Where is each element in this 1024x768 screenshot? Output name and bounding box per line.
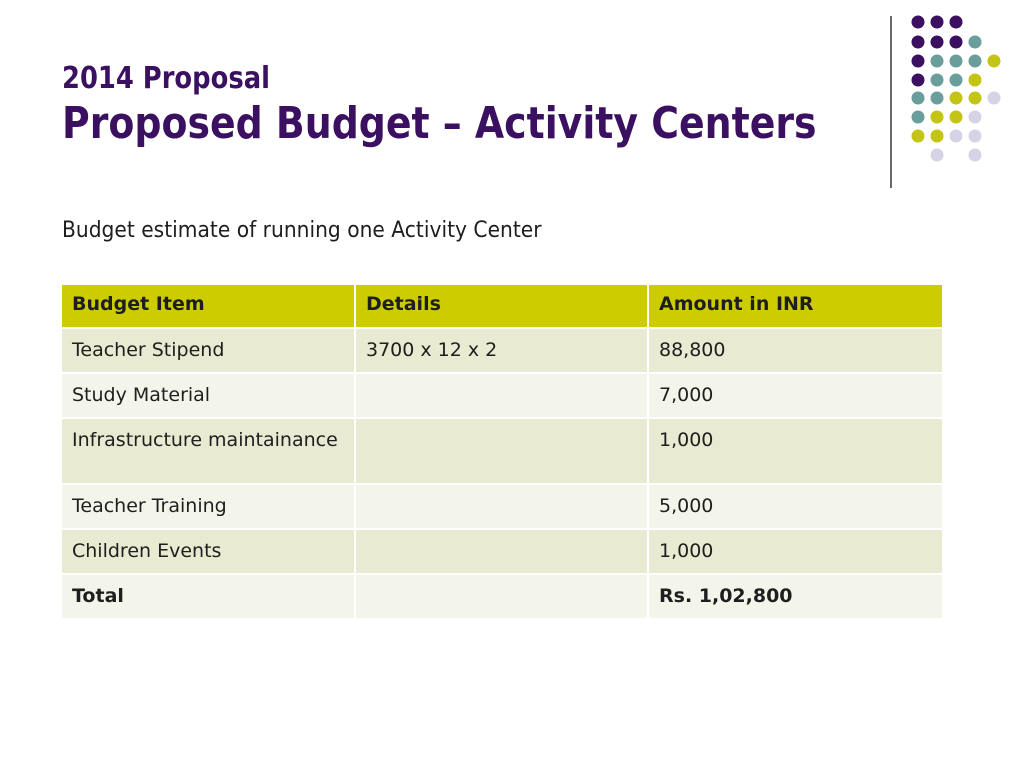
header-budget-item: Budget Item [62,285,356,329]
decorative-dot [949,15,963,29]
cell-amount: 1,000 [648,418,942,485]
cell-amount: 1,000 [648,529,942,575]
decorative-dot [911,54,925,68]
decorative-dot [968,73,982,87]
decorative-dot [930,54,944,68]
cell-amount: 5,000 [648,484,942,530]
table-row: Infrastructure maintainance 1,000 [62,418,942,485]
decorative-dot [949,54,963,68]
decorative-dot [968,91,982,105]
decorative-dot [949,91,963,105]
decorative-dot [987,54,1001,68]
cell-item: Teacher Stipend [62,328,356,374]
slide-subtitle: Budget estimate of running one Activity … [62,218,542,243]
cell-item: Teacher Training [62,484,356,530]
decorative-dot [949,73,963,87]
header-details: Details [355,285,649,329]
title-block: 2014 Proposal Proposed Budget – Activity… [62,60,939,150]
decorative-dot [911,73,925,87]
cell-details [355,418,649,485]
table-header-row: Budget Item Details Amount in INR [62,285,942,329]
cell-details [355,484,649,530]
cell-amount: 88,800 [648,328,942,374]
decorative-dot-grid [911,15,1001,162]
decorative-dot [949,110,963,124]
cell-details [355,529,649,575]
decorative-dot [930,91,944,105]
cell-item: Total [62,574,356,620]
decorative-dot [930,148,944,162]
decorative-dot [930,15,944,29]
decorative-dot [949,35,963,49]
divider-line [890,16,892,188]
decorative-dot [968,35,982,49]
decorative-dot [930,73,944,87]
decorative-dot [930,110,944,124]
cell-details [355,373,649,419]
table-row: Children Events 1,000 [62,529,942,575]
decorative-dot [930,129,944,143]
decorative-dot [968,129,982,143]
decorative-dot [930,35,944,49]
header-amount: Amount in INR [648,285,942,329]
cell-amount: 7,000 [648,373,942,419]
decorative-dot [949,129,963,143]
cell-item: Children Events [62,529,356,575]
decorative-dot [911,129,925,143]
budget-table: Budget Item Details Amount in INR Teache… [62,285,942,620]
cell-details [355,574,649,620]
slide-title: Proposed Budget – Activity Centers [62,98,817,149]
decorative-dot [911,110,925,124]
decorative-dot [987,91,1001,105]
decorative-dot [968,54,982,68]
decorative-dot [911,91,925,105]
decorative-dot [911,35,925,49]
cell-amount: Rs. 1,02,800 [648,574,942,620]
table-row: Teacher Training 5,000 [62,484,942,530]
decorative-dot [968,148,982,162]
table-row: Study Material 7,000 [62,373,942,419]
cell-item: Study Material [62,373,356,419]
table-row: Teacher Stipend 3700 x 12 x 2 88,800 [62,328,942,374]
decorative-dot [911,15,925,29]
cell-details: 3700 x 12 x 2 [355,328,649,374]
decorative-dot [968,110,982,124]
slide-supertitle: 2014 Proposal [62,61,270,96]
cell-item: Infrastructure maintainance [62,418,356,485]
table-row-total: Total Rs. 1,02,800 [62,574,942,620]
